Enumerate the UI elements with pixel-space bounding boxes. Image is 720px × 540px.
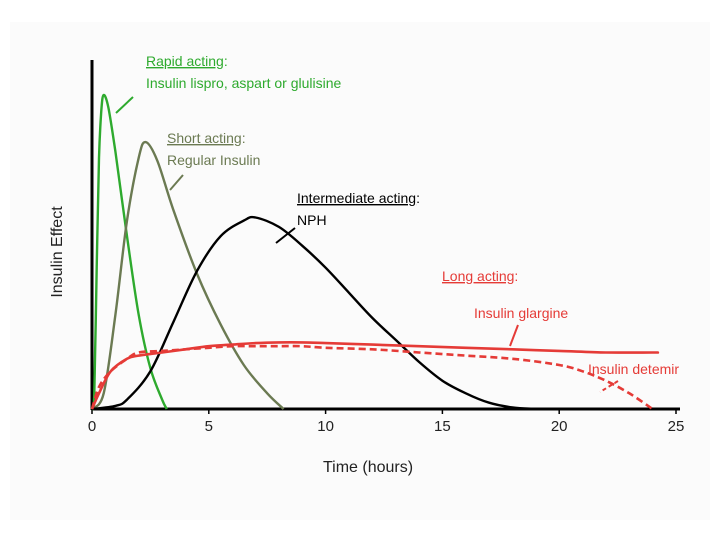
annotation-glargine-pointer [509, 324, 519, 347]
annotation-detemir-pointer [599, 380, 619, 393]
annotation-rapid-text: Insulin lispro, aspart or glulisine [146, 75, 342, 91]
y-axis-title: Insulin Effect [49, 206, 66, 298]
x-tick-label: 5 [205, 418, 213, 435]
annotation-intermediate-title: Intermediate acting [297, 190, 416, 206]
annotation-long: Long acting: Insulin glargine Insulin de… [442, 268, 679, 393]
annotation-short: Short acting: Regular Insulin [167, 130, 260, 191]
annotation-long-title-line: Long acting: [442, 268, 518, 284]
annotation-glargine-text: Insulin glargine [474, 305, 568, 321]
annotation-short-colon: : [242, 130, 246, 146]
series-group [90, 93, 660, 411]
series-line-glargine [90, 341, 660, 410]
annotation-detemir-text: Insulin detemir [588, 361, 679, 377]
x-tick-label: 20 [551, 418, 568, 435]
chart-panel [10, 22, 710, 520]
x-tick-label: 0 [88, 418, 96, 435]
annotation-rapid-colon: : [224, 53, 228, 69]
series-line-short [91, 140, 285, 410]
series-line-detemir [90, 344, 654, 411]
x-axis-title: Time (hours) [323, 459, 413, 476]
annotation-intermediate: Intermediate acting: NPH [275, 190, 420, 244]
annotation-short-pointer [169, 174, 184, 191]
x-tick-label: 25 [668, 418, 685, 435]
annotation-rapid-title-line: Rapid acting: [146, 53, 228, 69]
annotation-intermediate-colon: : [416, 190, 420, 206]
annotation-rapid-pointer [115, 96, 134, 114]
annotation-long-title: Long acting [442, 268, 514, 284]
annotation-rapid: Rapid acting: Insulin lispro, aspart or … [115, 53, 342, 114]
annotation-intermediate-title-line: Intermediate acting: [297, 190, 420, 206]
annotation-short-title: Short acting [167, 130, 242, 146]
x-tick-label: 15 [434, 418, 451, 435]
series-line-intermediate [91, 215, 536, 411]
annotation-short-title-line: Short acting: [167, 130, 246, 146]
x-ticks: 0 5 10 15 20 25 [88, 409, 685, 435]
annotation-rapid-title: Rapid acting [146, 53, 224, 69]
annotation-intermediate-pointer [275, 227, 296, 244]
x-tick-label: 10 [317, 418, 334, 435]
annotation-long-colon: : [514, 268, 518, 284]
annotation-short-text: Regular Insulin [167, 152, 260, 168]
annotation-intermediate-text: NPH [297, 212, 327, 228]
series-line-rapid [90, 93, 168, 411]
